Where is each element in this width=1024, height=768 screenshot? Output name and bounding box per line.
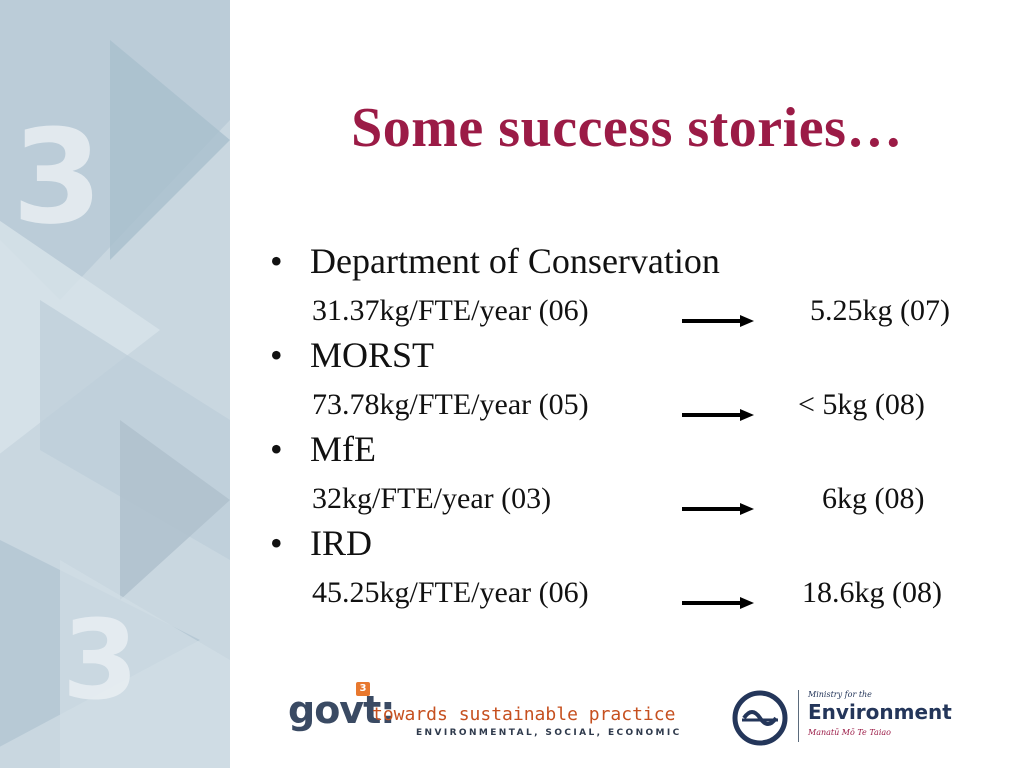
before-value: 45.25kg/FTE/year (06) (312, 576, 589, 609)
bullet-dot: • (270, 241, 283, 281)
org-name: Department of Conservation (310, 241, 720, 281)
after-value: 5.25kg (07) (810, 294, 950, 327)
mfe-maori-name: Manatū Mō Te Taiao (808, 728, 891, 737)
bullet-dot: • (270, 335, 283, 375)
success-list: • Department of Conservation 31.37kg/FTE/… (270, 240, 1010, 616)
decorative-side-band: 3 3 (0, 0, 230, 768)
arrow-right-icon (682, 503, 754, 515)
bullet-heading: • MfE (270, 428, 376, 470)
ministry-for-environment-logo: Ministry for the Environment Manatū Mō T… (732, 688, 972, 748)
slide-title: Some success stories… (351, 97, 903, 159)
list-item: • MfE 32kg/FTE/year (03) 6kg (08) (270, 428, 1010, 522)
before-value: 32kg/FTE/year (03) (312, 482, 552, 515)
bullet-heading: • MORST (270, 334, 434, 376)
arrow-right-icon (682, 409, 754, 421)
mfe-small-text: Ministry for the (808, 690, 872, 699)
bullet-dot: • (270, 523, 283, 563)
govt-tagline: towards sustainable practice (372, 704, 676, 725)
after-value: 6kg (08) (822, 482, 925, 515)
mfe-divider (798, 690, 799, 742)
mfe-name: Environment (808, 700, 952, 724)
band-digit-bottom: 3 (62, 596, 139, 724)
arrow-right-icon (682, 597, 754, 609)
before-value: 31.37kg/FTE/year (06) (312, 294, 589, 327)
after-value: < 5kg (08) (798, 388, 925, 421)
after-value: 18.6kg (08) (802, 576, 942, 609)
govt3-logo: govt: 3 towards sustainable practice ENV… (288, 682, 679, 742)
list-item: • IRD 45.25kg/FTE/year (06) 18.6kg (08) (270, 522, 1010, 616)
before-value: 73.78kg/FTE/year (05) (312, 388, 589, 421)
mfe-emblem-icon (732, 690, 788, 746)
org-name: MfE (310, 429, 376, 469)
arrow-right-icon (682, 315, 754, 327)
band-digit-top: 3 (12, 101, 102, 253)
list-item: • Department of Conservation 31.37kg/FTE/… (270, 240, 1010, 334)
side-band-graphic: 3 3 (0, 0, 230, 768)
govt-badge-icon: 3 (356, 682, 370, 696)
org-name: IRD (310, 523, 372, 563)
govt-wordmark: govt: (288, 688, 395, 732)
govt-subline: ENVIRONMENTAL, SOCIAL, ECONOMIC (416, 728, 682, 738)
bullet-dot: • (270, 429, 283, 469)
bullet-heading: • Department of Conservation (270, 240, 720, 282)
bullet-heading: • IRD (270, 522, 372, 564)
org-name: MORST (310, 335, 435, 375)
list-item: • MORST 73.78kg/FTE/year (05) < 5kg (08) (270, 334, 1010, 428)
